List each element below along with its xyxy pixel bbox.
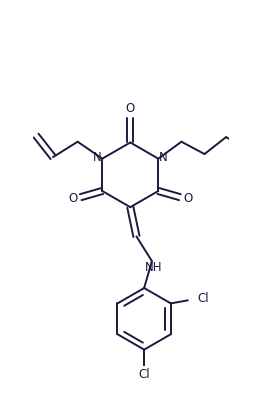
Text: O: O <box>125 102 134 115</box>
Text: Cl: Cl <box>138 368 149 381</box>
Text: Cl: Cl <box>196 292 208 305</box>
Text: N: N <box>93 150 102 164</box>
Text: O: O <box>68 192 77 205</box>
Text: N: N <box>158 150 167 164</box>
Text: NH: NH <box>144 261 162 274</box>
Text: O: O <box>182 192 192 205</box>
